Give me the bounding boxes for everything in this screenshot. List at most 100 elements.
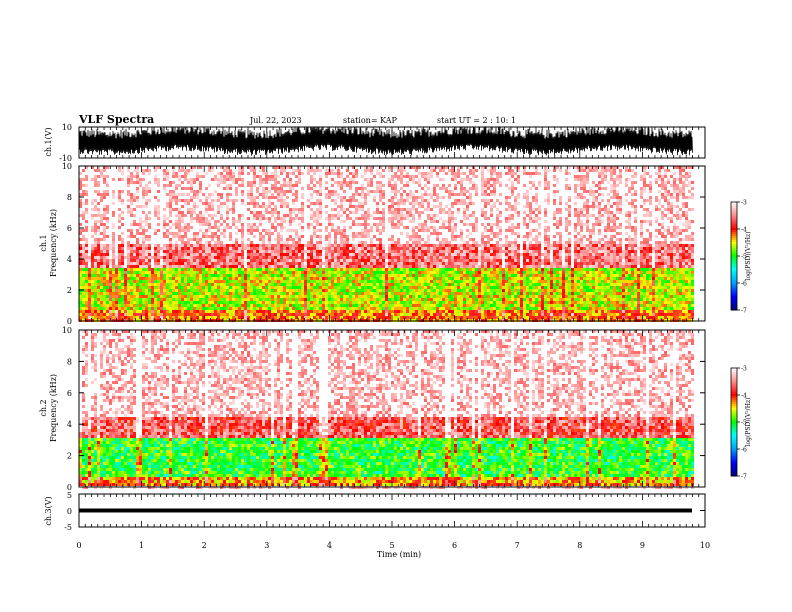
colorbar-step (731, 412, 737, 415)
colorbar-step (731, 304, 737, 307)
colorbar-step (731, 414, 737, 417)
spec-ytick-label: 8 (67, 357, 72, 366)
colorbar-step (731, 382, 737, 385)
spec-ytick-label: 8 (67, 193, 72, 202)
colorbar-step (731, 434, 737, 437)
colorbar-tick-label: -3 (741, 366, 747, 373)
colorbar-label: log(PSD)(V²/Hz) (745, 232, 752, 281)
colorbar-step (731, 458, 737, 461)
colorbar-step (731, 446, 737, 449)
xtick-label: 10 (700, 541, 710, 550)
colorbar-step (731, 474, 737, 477)
colorbar-tick-label: -4 (741, 227, 747, 234)
colorbar-step (731, 286, 737, 289)
colorbar-step (731, 212, 737, 215)
colorbar-step (731, 410, 737, 413)
spec-ytick-label: 4 (67, 420, 72, 429)
colorbar-step (731, 436, 737, 439)
colorbar-step (731, 250, 737, 253)
ch1-spectrogram-panel: 0 2 4 6 8 10 ch.1 Frequency (kHz) (39, 162, 706, 326)
colorbar-step (731, 232, 737, 235)
colorbar-step (731, 272, 737, 275)
figure-date: Jul. 22, 2023 (249, 116, 302, 125)
colorbar-step (731, 226, 737, 229)
colorbar-step (731, 296, 737, 299)
colorbar-step (731, 444, 737, 447)
figure-station: station= KAP (343, 116, 398, 125)
colorbar-step (731, 294, 737, 297)
colorbar-step (731, 416, 737, 419)
ch2-spectrogram-yaxis: 0 2 4 6 8 10 (62, 326, 705, 492)
colorbar-step (731, 394, 737, 397)
colorbar-step (731, 234, 737, 237)
ch3-ytick-mid: 0 (67, 507, 72, 516)
ch1-spectrogram-yaxis: 0 2 4 6 8 10 (62, 162, 705, 326)
colorbar-step (731, 284, 737, 287)
ch3-waveform-panel: 5 0 -5 ch.3(V) (44, 491, 706, 532)
spec-ytick-label: 10 (62, 326, 72, 335)
colorbar-step (731, 204, 737, 207)
ch2-spectrogram-panel: 0 2 4 6 8 10 ch.2 Frequency (kHz) (39, 326, 706, 492)
spec-ytick-label: 2 (67, 452, 72, 461)
xtick-label: 8 (577, 541, 582, 550)
spec-ytick-label: 10 (62, 162, 72, 171)
colorbar-step (731, 236, 737, 239)
colorbar-step (731, 408, 737, 411)
colorbar-step (731, 448, 737, 451)
colorbar-step (731, 246, 737, 249)
ch1-waveform-panel: 10 -10 ch.1(V) (44, 123, 706, 163)
colorbar-step (731, 282, 737, 285)
colorbar-step (731, 228, 737, 231)
xtick-label: 4 (327, 541, 332, 550)
colorbar-step (731, 238, 737, 241)
colorbar-step (731, 306, 737, 309)
colorbar-step (731, 278, 737, 281)
ch1-ytick-bottom: -10 (59, 154, 72, 163)
colorbar-step (731, 392, 737, 395)
colorbar-step (731, 222, 737, 225)
colorbar-step (731, 418, 737, 421)
spec-ytick-label: 0 (67, 483, 72, 492)
xtick-label: 6 (452, 541, 457, 550)
colorbar-step (731, 256, 737, 259)
colorbar-label: log(PSD)(V²/Hz) (745, 398, 752, 447)
colorbar-step (731, 368, 737, 371)
ch1-ylabel: ch.1(V) (44, 127, 53, 156)
figure-start-time: start UT = 2 : 10: 1 (437, 116, 516, 125)
xtick-label: 7 (515, 541, 520, 550)
xtick-label: 5 (389, 541, 394, 550)
colorbar-step (731, 426, 737, 429)
spec-ytick-label: 0 (67, 317, 72, 326)
colorbar-step (731, 248, 737, 251)
colorbar-step (731, 218, 737, 221)
colorbar-step (731, 254, 737, 257)
colorbar-step (731, 396, 737, 399)
colorbar-step (731, 462, 737, 465)
colorbar-step (731, 464, 737, 467)
colorbar-step (731, 214, 737, 217)
ch3-ytick-bottom: -5 (64, 523, 72, 532)
colorbar-step (731, 466, 737, 469)
colorbar-step (731, 424, 737, 427)
xtick-label: 0 (76, 541, 81, 550)
colorbar-step (731, 300, 737, 303)
colorbar-step (731, 258, 737, 261)
colorbar-step (731, 460, 737, 463)
colorbar-step (731, 406, 737, 409)
colorbar-step (731, 452, 737, 455)
colorbar-step (731, 380, 737, 383)
colorbar-step (731, 244, 737, 247)
figure-title: VLF Spectra (78, 113, 154, 126)
colorbar-tick-label: -7 (741, 474, 747, 481)
colorbar-step (731, 470, 737, 473)
colorbar-step (731, 260, 737, 263)
ch1-spec-ylabel-channel: ch.1 (39, 234, 48, 251)
colorbar-step (731, 432, 737, 435)
colorbar-tick-label: -5 (741, 254, 747, 261)
ch2-spec-ylabel-freq: Frequency (kHz) (49, 374, 58, 442)
colorbar-step (731, 400, 737, 403)
colorbar-step (731, 398, 737, 401)
xtick-label: 3 (264, 541, 269, 550)
colorbar-step (731, 384, 737, 387)
